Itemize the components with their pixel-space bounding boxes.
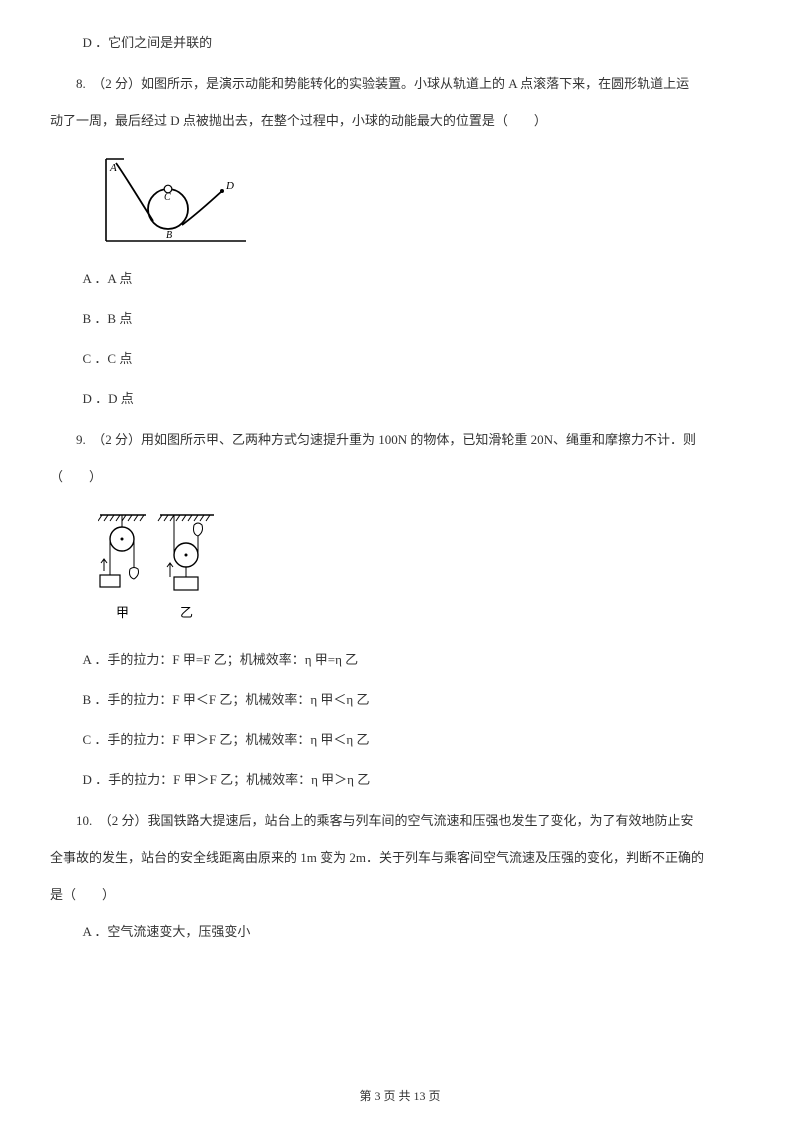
q9-stem-line1: 9. （2 分）用如图所示甲、乙两种方式匀速提升重为 100N 的物体，已知滑轮…: [50, 426, 750, 455]
q9-stem-line2: （ ）: [50, 463, 750, 492]
q8-option-d: D ．D 点: [50, 386, 750, 412]
q10-stem-line1: 10. （2 分）我国铁路大提速后，站台上的乘客与列车间的空气流速和压强也发生了…: [50, 807, 750, 836]
q8-label-c: C: [164, 192, 171, 203]
q8-stem-line2: 动了一周，最后经过 D 点被抛出去，在整个过程中，小球的动能最大的位置是（ ）: [50, 107, 750, 136]
q9-option-a: A ．手的拉力：F 甲=F 乙；机械效率：η 甲=η 乙: [50, 647, 750, 673]
q9-figure: 甲 乙: [98, 509, 750, 629]
q8-figure: A C B D: [98, 153, 750, 248]
q8-option-a: A ．A 点: [50, 266, 750, 292]
q7-option-d: D ．它们之间是并联的: [50, 30, 750, 56]
q8-option-c: C ．C 点: [50, 346, 750, 372]
q8-label-b: B: [166, 230, 172, 241]
q10-stem-line2: 全事故的发生，站台的安全线距离由原来的 1m 变为 2m．关于列车与乘客间空气流…: [50, 844, 750, 873]
q9-label-jia: 甲: [116, 605, 129, 620]
q8-label-a: A: [109, 162, 117, 174]
q9-option-d: D ．手的拉力：F 甲＞F 乙；机械效率：η 甲＞η 乙: [50, 767, 750, 793]
q10-option-a: A ．空气流速变大，压强变小: [50, 919, 750, 945]
q9-option-c: C ．手的拉力：F 甲＞F 乙；机械效率：η 甲＜η 乙: [50, 727, 750, 753]
q9-label-yi: 乙: [180, 605, 193, 620]
q10-stem-line3: 是（ ）: [50, 881, 750, 910]
page-footer: 第 3 页 共 13 页: [0, 1087, 800, 1104]
q8-option-b: B ．B 点: [50, 306, 750, 332]
q8-stem-line1: 8. （2 分）如图所示，是演示动能和势能转化的实验装置。小球从轨道上的 A 点…: [50, 70, 750, 99]
q8-label-d: D: [225, 180, 234, 192]
q9-option-b: B ．手的拉力：F 甲＜F 乙；机械效率：η 甲＜η 乙: [50, 687, 750, 713]
